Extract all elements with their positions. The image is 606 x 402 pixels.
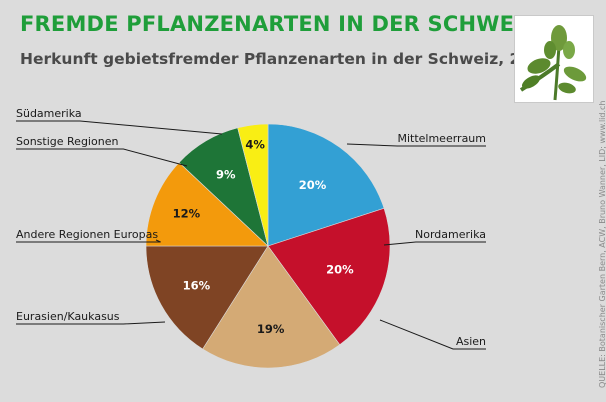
- pie-category-label-asien: Asien: [456, 335, 486, 348]
- pie-slice-eurasien-kaukasus: [145, 245, 269, 350]
- pie-value-label-mittelmeerraum: 20%: [299, 178, 327, 192]
- pie-slice-nordamerika: [267, 207, 391, 346]
- leader-line-nordamerika: [383, 241, 486, 246]
- pie-slice-mittelmeerraum: [267, 123, 385, 247]
- pie-category-label-sonstige-regionen: Sonstige Regionen: [16, 135, 118, 148]
- page-title: FREMDE PFLANZENARTEN IN DER SCHWEIZ: [20, 12, 538, 36]
- leader-line-eurasien-kaukasus: [16, 321, 166, 325]
- leader-line-sonstige-regionen: [16, 148, 188, 167]
- pie-category-label-nordamerika: Nordamerika: [415, 228, 486, 241]
- leader-line-mittelmeerraum: [346, 143, 486, 147]
- pie-slice-südamerika: [237, 123, 269, 247]
- pie-slice-asien: [202, 245, 341, 369]
- chart-subtitle: Herkunft gebietsfremder Pflanzenarten in…: [20, 50, 553, 68]
- leader-line-südamerika: [16, 120, 223, 135]
- pie-value-label-sonstige-regionen: 9%: [216, 168, 236, 182]
- pie-slice-andere-regionen-europas: [145, 162, 269, 247]
- pie-value-label-südamerika: 4%: [245, 137, 265, 151]
- pie-category-label-andere-regionen-europas: Andere Regionen Europas: [16, 228, 158, 241]
- leader-line-andere-regionen-europas: [16, 239, 161, 243]
- pie-value-label-asien: 19%: [257, 322, 285, 336]
- pie-value-label-andere-regionen-europas: 12%: [173, 207, 201, 221]
- pie-category-label-eurasien-kaukasus: Eurasien/Kaukasus: [16, 310, 120, 323]
- source-credit: QUELLE: Botanischer Garten Bern, ACW, Br…: [598, 100, 606, 389]
- pie-category-label-mittelmeerraum: Mittelmeerraum: [397, 132, 486, 145]
- plant-icon: [519, 25, 587, 101]
- pie-category-label-südamerika: Südamerika: [16, 107, 82, 120]
- leader-line-asien: [379, 319, 486, 350]
- pie-value-label-eurasien-kaukasus: 16%: [183, 278, 211, 292]
- plant-photo: [514, 15, 594, 103]
- pie-value-label-nordamerika: 20%: [326, 262, 354, 276]
